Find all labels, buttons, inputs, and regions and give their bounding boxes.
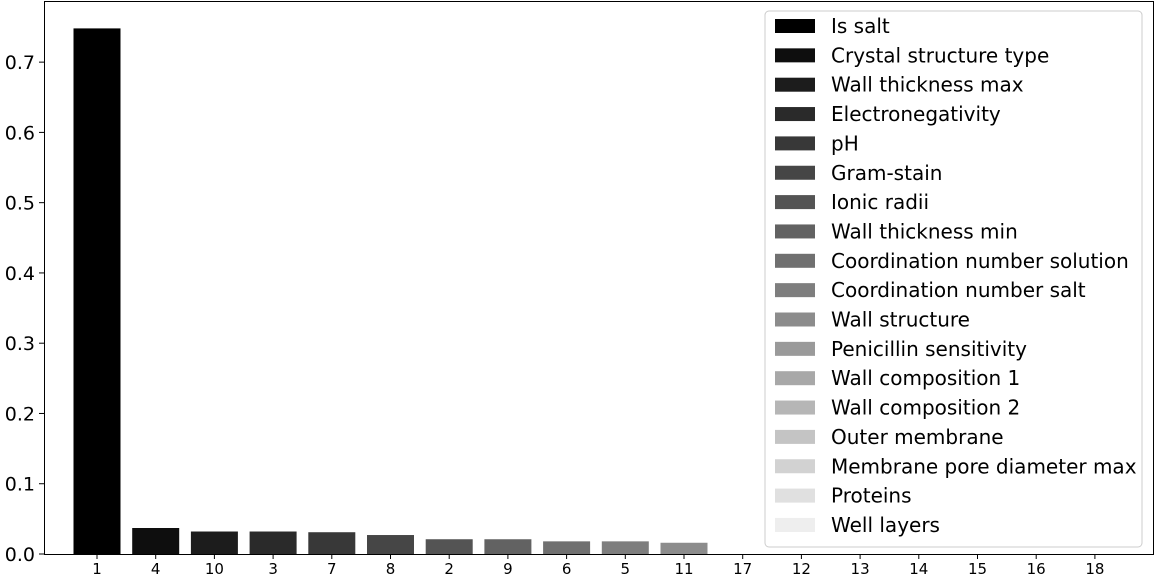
legend-swatch-14	[775, 400, 815, 415]
legend-swatch-1	[775, 19, 815, 33]
legend-swatch-3	[775, 77, 815, 92]
xtick-label-16: 16	[1027, 560, 1046, 578]
legend-label-5: pH	[831, 131, 859, 155]
xtick-label-6: 6	[562, 560, 572, 578]
xtick-label-15: 15	[968, 560, 987, 578]
legend-swatch-4	[775, 107, 815, 122]
legend-swatch-17	[775, 488, 815, 503]
legend-swatch-6	[775, 165, 815, 180]
legend-label-16: Membrane pore diameter max	[831, 454, 1137, 478]
bar-9	[484, 539, 532, 554]
legend-swatch-11	[775, 312, 815, 327]
legend-label-10: Coordination number salt	[831, 278, 1086, 302]
legend-label-11: Wall structure	[831, 308, 970, 332]
legend-label-7: Ionic radii	[831, 190, 929, 214]
legend-swatch-12	[775, 341, 815, 356]
legend-swatch-15	[775, 429, 815, 444]
bar-6	[543, 541, 591, 554]
legend-label-17: Proteins	[831, 484, 912, 508]
bar-11	[660, 542, 708, 554]
ytick-label-0.7: 0.7	[5, 52, 35, 74]
legend-label-6: Gram-stain	[831, 161, 942, 185]
legend-label-8: Wall thickness min	[831, 219, 1018, 243]
legend-swatch-10	[775, 283, 815, 298]
legend-label-12: Penicillin sensitivity	[831, 337, 1027, 361]
legend-label-15: Outer membrane	[831, 425, 1004, 449]
xtick-label-8: 8	[386, 560, 396, 578]
xtick-label-1: 1	[92, 560, 102, 578]
legend-label-1: Is salt	[831, 14, 890, 38]
legend-label-13: Wall composition 1	[831, 366, 1020, 390]
legend-swatch-9	[775, 253, 815, 268]
legend-swatch-2	[775, 48, 815, 63]
ytick-label-0.4: 0.4	[5, 263, 35, 285]
xtick-label-4: 4	[151, 560, 161, 578]
axes-layer: 1 4 10 3 7 8 2 9 6 5 11 17 12 13 14 15 16 180.00.10.20.30…	[5, 1, 1154, 578]
legend-swatch-7	[775, 195, 815, 210]
xtick-label-5: 5	[621, 560, 631, 578]
ytick-label-0.5: 0.5	[5, 193, 35, 215]
bar-3	[249, 531, 297, 554]
plot-frame	[44, 1, 1154, 555]
bar-7	[308, 532, 356, 554]
legend-swatch-13	[775, 371, 815, 386]
legend-label-9: Coordination number solution	[831, 249, 1129, 273]
xtick-label-12: 12	[792, 560, 811, 578]
xtick-label-2: 2	[444, 560, 454, 578]
ytick-label-0.2: 0.2	[5, 403, 35, 425]
bar-8	[367, 535, 414, 554]
xtick-label-13: 13	[851, 560, 870, 578]
ytick-label-0.3: 0.3	[5, 333, 35, 355]
bar-4	[132, 528, 180, 554]
xtick-label-9: 9	[503, 560, 513, 578]
ytick-label-0.1: 0.1	[5, 474, 35, 496]
ytick-label-0.6: 0.6	[5, 122, 35, 144]
legend-label-3: Wall thickness max	[831, 73, 1024, 97]
legend-swatch-16	[775, 459, 815, 474]
legend-swatch-5	[775, 136, 815, 151]
ytick-label-0.0: 0.0	[5, 544, 35, 566]
legend: Is salt Crystal structure type Wall thickn…	[764, 10, 1143, 548]
legend-box	[764, 10, 1143, 548]
xtick-label-18: 18	[1085, 560, 1104, 578]
legend-label-4: Electronegativity	[831, 102, 1001, 126]
legend-label-14: Wall composition 2	[831, 396, 1020, 420]
xtick-label-3: 3	[268, 560, 278, 578]
legend-label-18: Well layers	[831, 513, 940, 537]
legend-swatch-18	[775, 517, 815, 532]
bar-10	[190, 531, 238, 554]
bar-5	[601, 541, 649, 554]
legend-label-2: Crystal structure type	[831, 43, 1049, 67]
xtick-label-7: 7	[327, 560, 337, 578]
bars-layer	[73, 28, 708, 554]
xtick-label-10: 10	[205, 560, 224, 578]
xtick-label-11: 11	[674, 560, 693, 578]
xtick-label-14: 14	[909, 560, 928, 578]
bar-1	[73, 28, 121, 554]
legend-swatch-8	[775, 224, 815, 239]
bar-2	[425, 539, 473, 554]
xtick-label-17: 17	[733, 560, 752, 578]
